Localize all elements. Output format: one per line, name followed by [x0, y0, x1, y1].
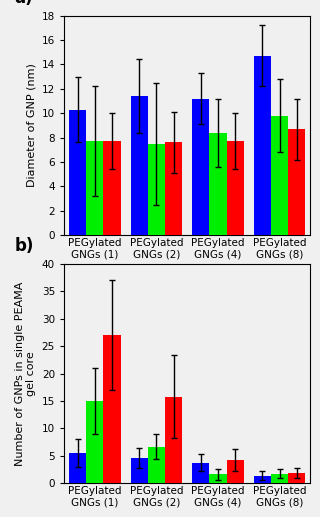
Bar — [254, 56, 271, 235]
Bar — [131, 96, 148, 235]
Bar — [148, 447, 165, 483]
Bar — [209, 474, 227, 483]
Bar — [288, 473, 306, 483]
Bar — [131, 458, 148, 483]
Bar — [271, 474, 288, 483]
Bar — [165, 143, 182, 235]
Text: b): b) — [15, 237, 34, 255]
Bar — [86, 401, 103, 483]
Bar — [254, 476, 271, 483]
Bar — [148, 144, 165, 235]
Bar — [103, 141, 121, 235]
Bar — [192, 463, 209, 483]
Y-axis label: Diameter of GNP (nm): Diameter of GNP (nm) — [26, 64, 36, 187]
Bar — [86, 141, 103, 235]
Y-axis label: Number of GNPs in single PEAMA
gel core: Number of GNPs in single PEAMA gel core — [15, 281, 36, 466]
Bar — [271, 116, 288, 235]
Bar — [192, 99, 209, 235]
Bar — [103, 335, 121, 483]
Bar — [209, 133, 227, 235]
Bar — [288, 129, 306, 235]
Bar — [165, 397, 182, 483]
Text: a): a) — [15, 0, 33, 7]
Bar — [227, 460, 244, 483]
Bar — [227, 141, 244, 235]
Bar — [69, 453, 86, 483]
Bar — [69, 110, 86, 235]
